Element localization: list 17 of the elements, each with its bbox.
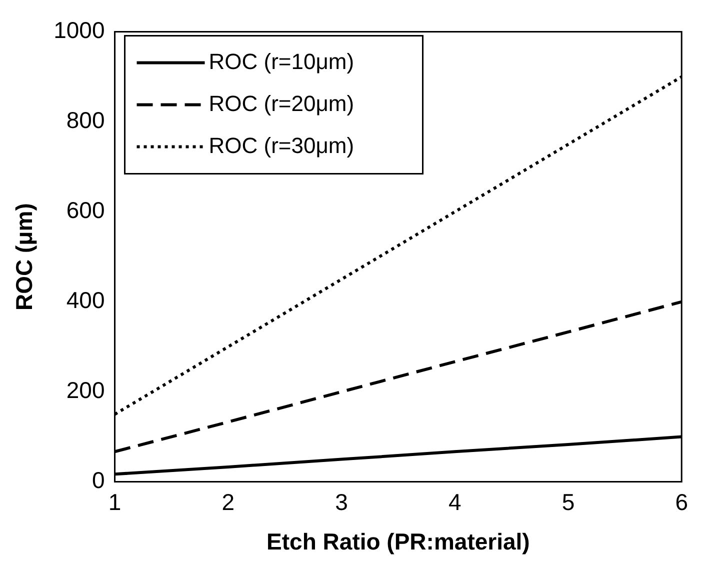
x-tick-label: 4 [448, 488, 462, 515]
legend-label: ROC (r=20μm) [208, 90, 354, 116]
x-tick-label: 1 [108, 488, 122, 515]
x-tick-label: 6 [675, 488, 688, 515]
y-tick-label: 1000 [54, 17, 105, 44]
y-axis-title: ROC (μm) [11, 203, 38, 310]
y-tick-label: 200 [66, 377, 105, 404]
legend-label: ROC (r=10μm) [208, 48, 354, 74]
x-tick-label: 5 [562, 488, 575, 515]
x-axis-title: Etch Ratio (PR:material) [266, 528, 530, 555]
legend-label: ROC (r=30μm) [208, 132, 354, 158]
y-tick-label: 800 [66, 107, 105, 134]
x-tick-label: 2 [222, 488, 235, 515]
y-tick-label: 600 [66, 197, 105, 224]
x-tick-label: 3 [335, 488, 348, 515]
y-tick-label: 400 [66, 287, 105, 314]
y-tick-label: 0 [92, 467, 105, 494]
